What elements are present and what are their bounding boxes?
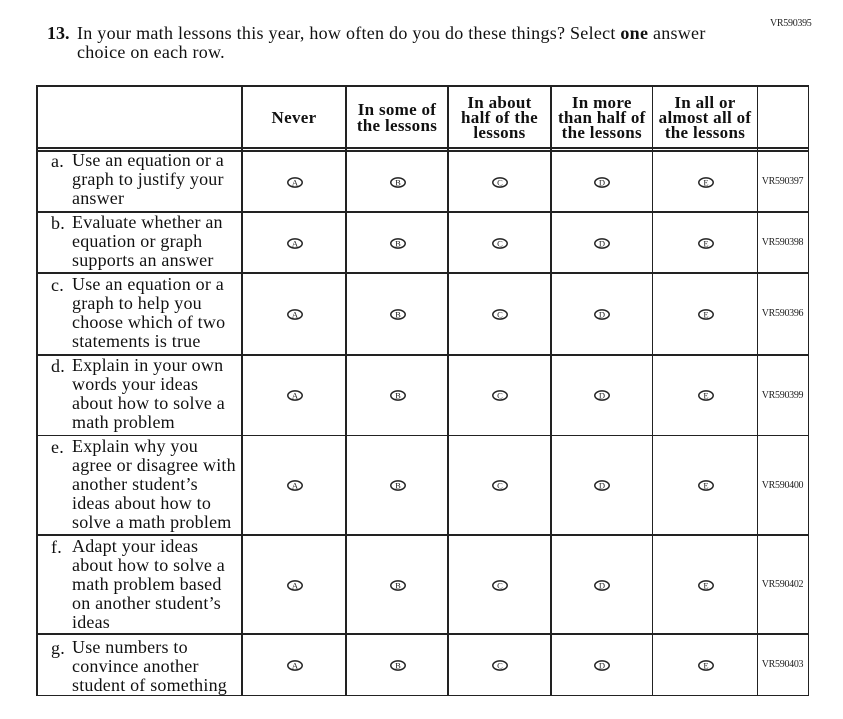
svg-text:A: A [291, 660, 298, 670]
svg-text:D: D [599, 660, 605, 670]
svg-text:C: C [497, 580, 503, 590]
svg-text:C: C [497, 238, 503, 248]
svg-text:D: D [599, 580, 605, 590]
svg-text:C: C [497, 391, 503, 401]
svg-text:B: B [395, 177, 401, 187]
svg-text:A: A [291, 238, 298, 248]
svg-text:A: A [291, 391, 298, 401]
svg-text:A: A [291, 580, 298, 590]
svg-text:C: C [497, 177, 503, 187]
svg-text:C: C [497, 481, 503, 491]
svg-text:D: D [599, 391, 605, 401]
svg-text:D: D [599, 481, 605, 491]
svg-text:D: D [599, 177, 605, 187]
svg-text:C: C [497, 660, 503, 670]
svg-text:B: B [395, 238, 401, 248]
svg-text:E: E [703, 481, 708, 491]
svg-text:D: D [599, 309, 605, 319]
svg-text:B: B [395, 660, 401, 670]
svg-text:B: B [395, 580, 401, 590]
svg-text:E: E [703, 177, 708, 187]
svg-text:E: E [703, 238, 708, 248]
svg-text:C: C [497, 309, 503, 319]
svg-text:D: D [599, 238, 605, 248]
svg-text:E: E [703, 309, 708, 319]
svg-text:B: B [395, 391, 401, 401]
svg-text:B: B [395, 481, 401, 491]
svg-text:A: A [291, 481, 298, 491]
svg-text:A: A [291, 309, 298, 319]
svg-text:E: E [703, 660, 708, 670]
svg-text:B: B [395, 309, 401, 319]
svg-text:E: E [703, 580, 708, 590]
svg-text:E: E [703, 391, 708, 401]
svg-text:A: A [291, 177, 298, 187]
